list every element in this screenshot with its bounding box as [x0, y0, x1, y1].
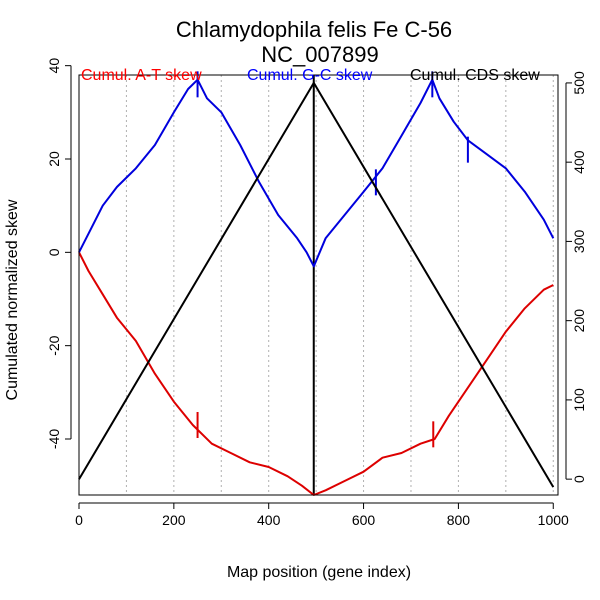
y2-tick-label: 300	[571, 230, 587, 254]
axes: 0 200 400 600 800 1000-40-2002040010020030040…	[46, 58, 587, 528]
x-tick-label: 1000	[538, 512, 569, 528]
x-tick-label: 600	[352, 512, 376, 528]
y2-tick-label: 0	[571, 475, 587, 483]
chart-subtitle: NC_007899	[261, 42, 378, 67]
legend-at-skew: Cumul. A-T skew	[81, 67, 202, 84]
y-axis-label: Cumulated normalized skew	[4, 199, 21, 400]
y-tick-label: 40	[46, 58, 62, 74]
x-tick-label: 200	[162, 512, 186, 528]
x-gridlines	[125, 75, 554, 495]
chart-title: Chlamydophila felis Fe C-56	[176, 17, 452, 42]
y-tick-label: 0	[46, 248, 62, 256]
y-tick-label: 20	[46, 151, 62, 167]
y2-tick-label: 400	[571, 150, 587, 174]
x-tick-label: 0	[75, 512, 83, 528]
y2-tick-label: 200	[571, 309, 587, 333]
plot-frame	[78, 74, 559, 496]
y-tick-label: -20	[46, 335, 62, 355]
cumul-cds-skew-line	[78, 81, 555, 488]
y2-tick-label: 100	[571, 388, 587, 412]
x-tick-label: 400	[257, 512, 281, 528]
cumul-g-c-skew-line	[78, 78, 555, 268]
x-axis-label: Map position (gene index)	[227, 564, 411, 581]
y2-tick-label: 500	[571, 71, 587, 95]
legend-cds-skew: Cumul. CDS skew	[410, 67, 540, 84]
x-tick-label: 800	[447, 512, 471, 528]
y-tick-label: -40	[46, 429, 62, 449]
cumul-a-t-skew-line	[78, 251, 554, 496]
legend-gc-skew: Cumul. G-C skew	[247, 67, 373, 84]
